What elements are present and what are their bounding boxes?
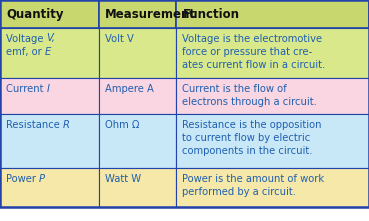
Text: P: P (39, 173, 45, 183)
Text: Quantity: Quantity (6, 8, 63, 21)
Text: Resistance: Resistance (6, 120, 63, 130)
Bar (99, 168, 176, 207)
Bar (0, 0, 99, 28)
Text: Voltage is the electromotive: Voltage is the electromotive (182, 34, 323, 44)
Text: Volt V: Volt V (105, 34, 134, 44)
Text: V,: V, (46, 34, 55, 44)
Text: Power is the amount of work: Power is the amount of work (182, 173, 324, 183)
Bar (176, 114, 369, 168)
Bar (99, 0, 176, 28)
Text: performed by a circuit.: performed by a circuit. (182, 187, 296, 197)
Text: Voltage: Voltage (6, 34, 46, 44)
Text: to current flow by electric: to current flow by electric (182, 133, 311, 143)
Bar (0, 78, 99, 114)
Bar (176, 168, 369, 207)
Text: Current: Current (6, 84, 46, 93)
Bar (99, 78, 176, 114)
Text: ates current flow in a circuit.: ates current flow in a circuit. (182, 61, 325, 70)
Text: force or pressure that cre-: force or pressure that cre- (182, 47, 313, 57)
Text: Function: Function (182, 8, 239, 21)
Text: Power: Power (6, 173, 39, 183)
Bar (99, 114, 176, 168)
Text: Current is the flow of: Current is the flow of (182, 84, 287, 93)
Text: Ampere A: Ampere A (105, 84, 154, 93)
Text: Ohm Ω: Ohm Ω (105, 120, 139, 130)
Bar (0, 28, 99, 78)
Text: Measurement: Measurement (105, 8, 196, 21)
Text: Watt W: Watt W (105, 173, 141, 183)
Text: E: E (45, 47, 51, 57)
Text: electrons through a circuit.: electrons through a circuit. (182, 97, 317, 107)
Text: I: I (46, 84, 49, 93)
Bar (99, 28, 176, 78)
Text: components in the circuit.: components in the circuit. (182, 147, 313, 156)
Bar (176, 0, 369, 28)
Text: emf, or: emf, or (6, 47, 45, 57)
Bar (176, 28, 369, 78)
Bar (176, 78, 369, 114)
Text: Resistance is the opposition: Resistance is the opposition (182, 120, 322, 130)
Text: R: R (63, 120, 70, 130)
Bar (0, 114, 99, 168)
Bar (0, 168, 99, 207)
